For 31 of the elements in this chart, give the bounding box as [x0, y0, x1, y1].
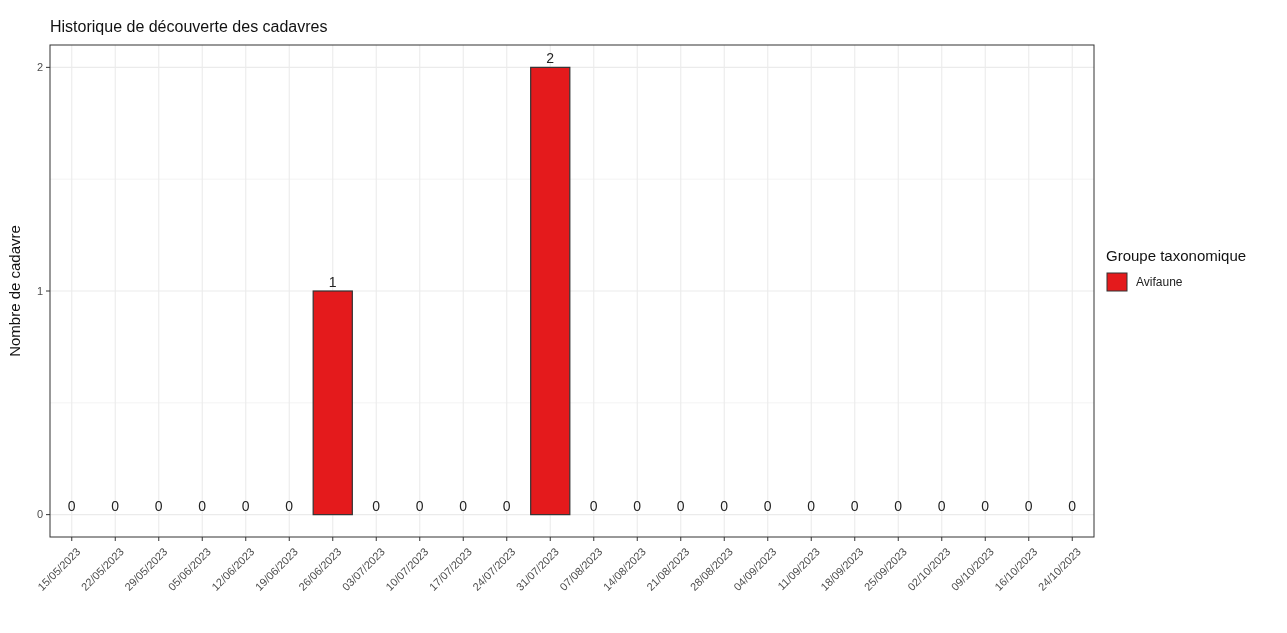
data-label: 0	[154, 497, 163, 514]
data-label: 0	[285, 497, 294, 514]
data-label: 0	[372, 497, 381, 514]
legend-title: Groupe taxonomique	[1106, 247, 1247, 264]
data-label: 0	[633, 497, 642, 514]
data-label: 0	[415, 497, 424, 514]
data-label: 0	[241, 497, 250, 514]
y-axis-title: Nombre de cadavre	[6, 225, 23, 357]
data-label: 0	[589, 497, 598, 514]
data-label: 0	[763, 497, 772, 514]
data-label: 0	[198, 497, 207, 514]
data-label: 2	[546, 50, 555, 67]
chart-title: Historique de découverte des cadavres	[50, 18, 328, 35]
y-tick-label: 2	[36, 61, 43, 74]
data-label: 0	[67, 497, 76, 514]
data-label: 0	[502, 497, 511, 514]
data-label: 0	[850, 497, 859, 514]
legend-label: Avifaune	[1136, 275, 1183, 289]
data-label: 0	[111, 497, 120, 514]
data-label: 0	[1024, 497, 1033, 514]
data-label: 0	[459, 497, 468, 514]
data-label: 0	[981, 497, 990, 514]
y-tick-label: 0	[36, 508, 43, 521]
data-label: 0	[676, 497, 685, 514]
y-tick-label: 1	[36, 284, 43, 297]
data-label: 0	[937, 497, 946, 514]
data-label: 1	[328, 274, 337, 290]
data-label: 0	[1068, 497, 1077, 514]
data-label: 0	[894, 497, 903, 514]
data-label: 0	[807, 497, 816, 514]
data-label: 0	[720, 497, 729, 514]
